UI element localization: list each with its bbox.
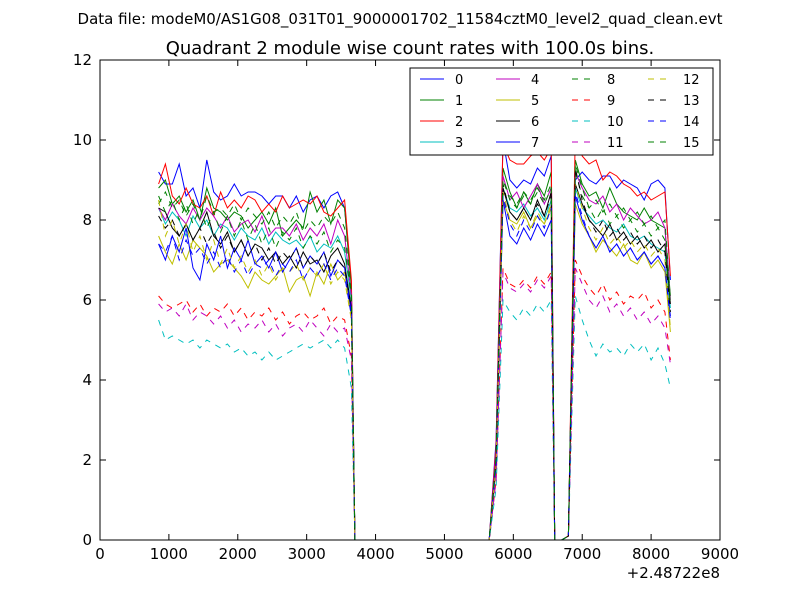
legend-label-3: 3 xyxy=(455,136,463,151)
legend-label-15: 15 xyxy=(683,136,700,151)
x-tick-label: 4000 xyxy=(356,545,394,563)
y-tick-label: 0 xyxy=(82,531,92,549)
legend-label-9: 9 xyxy=(607,94,615,109)
series-line-4 xyxy=(158,171,671,541)
chart-title: Quadrant 2 module wise count rates with … xyxy=(166,38,655,59)
y-tick-label: 2 xyxy=(82,451,92,469)
legend-label-2: 2 xyxy=(455,115,463,130)
legend-label-14: 14 xyxy=(683,115,700,130)
x-tick-label: 8000 xyxy=(632,545,670,563)
x-tick-label: 0 xyxy=(95,545,105,563)
y-tick-label: 6 xyxy=(82,291,92,309)
x-tick-label: 2000 xyxy=(219,545,257,563)
y-tick-label: 4 xyxy=(82,371,92,389)
series-line-1 xyxy=(158,159,671,541)
x-tick-label: 5000 xyxy=(425,545,463,563)
x-tick-label: 1000 xyxy=(150,545,188,563)
legend-label-4: 4 xyxy=(531,73,539,88)
series-line-12 xyxy=(158,183,671,541)
series-line-14 xyxy=(158,191,671,541)
series-line-15 xyxy=(158,163,671,541)
series-line-11 xyxy=(158,267,671,541)
x-tick-label: 7000 xyxy=(563,545,601,563)
legend-box xyxy=(409,67,714,156)
legend-label-0: 0 xyxy=(455,73,463,88)
series-line-10 xyxy=(158,295,671,541)
legend-label-13: 13 xyxy=(683,94,700,109)
x-tick-label: 9000 xyxy=(701,545,739,563)
series-line-8 xyxy=(158,171,671,541)
legend-label-6: 6 xyxy=(531,115,539,130)
series-line-0 xyxy=(158,139,671,541)
x-axis-offset-label: +2.48722e8 xyxy=(627,564,720,582)
legend-label-1: 1 xyxy=(455,94,463,109)
series-line-3 xyxy=(158,187,671,541)
figure-suptitle: Data file: modeM0/AS1G08_031T01_90000017… xyxy=(78,10,723,29)
axis-ticks: 0 1000 2000 3000 4000 5000 6000 7000 8000 9000 0 2 4… xyxy=(73,51,739,563)
legend-label-11: 11 xyxy=(607,136,624,151)
series-layer xyxy=(158,131,671,541)
legend-label-7: 7 xyxy=(531,136,539,151)
legend-label-10: 10 xyxy=(607,115,624,130)
y-tick-label: 10 xyxy=(73,131,92,149)
legend-label-5: 5 xyxy=(531,94,539,109)
series-line-9 xyxy=(158,259,671,541)
x-tick-label: 6000 xyxy=(494,545,532,563)
legend-label-12: 12 xyxy=(683,73,700,88)
y-tick-label: 8 xyxy=(82,211,92,229)
y-tick-label: 12 xyxy=(73,51,92,69)
legend-label-8: 8 xyxy=(607,73,615,88)
x-tick-label: 3000 xyxy=(288,545,326,563)
series-line-13 xyxy=(158,167,671,541)
